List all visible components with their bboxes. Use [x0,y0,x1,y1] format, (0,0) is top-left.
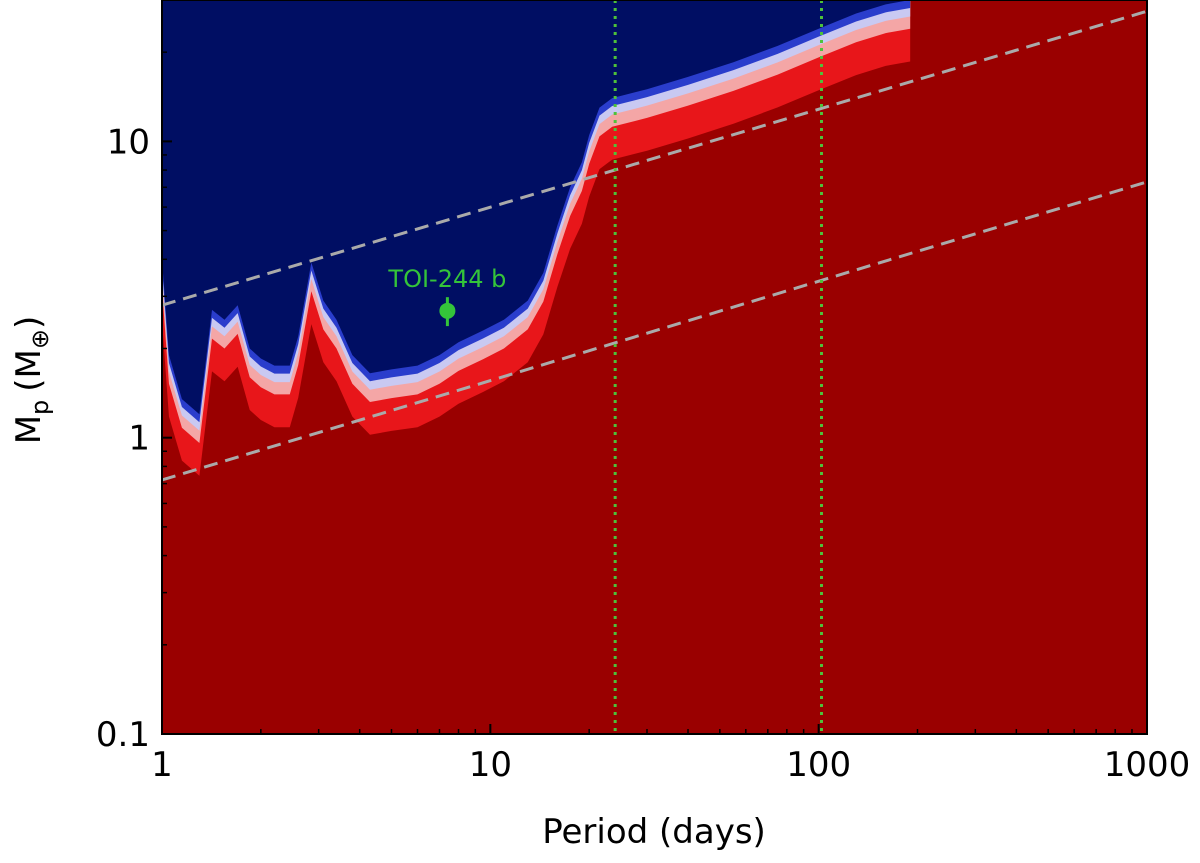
mass-period-dashed-lines [162,9,1147,482]
vertical-dotted-lines [613,0,823,734]
dashed-line-2 [162,180,1147,482]
x-axis-label: Period (days) [542,812,766,852]
x-tick-label-3: 100 [786,745,851,785]
y-axis-label: Mp(M⊕) [9,316,54,445]
plot-frame [161,0,1148,735]
y-tick-label-3: 10 [107,122,150,162]
x-axis-ticks: 1 10 100 1000 [151,724,1190,785]
y-tick-label-1: 0.1 [96,715,150,755]
planet-marker-group: TOI-244 b [387,265,506,327]
planet-label: TOI-244 b [387,265,506,293]
x-tick-label-1: 1 [151,745,173,785]
detected-region [162,0,911,415]
plot-area: TOI-244 b [162,0,1147,734]
y-tick-label-2: 1 [128,419,150,459]
x-tick-label-4: 1000 [1104,745,1191,785]
x-tick-label-2: 10 [469,745,512,785]
planet-point [439,302,456,319]
y-axis-ticks: 0.1 1 10 [96,0,172,755]
dashed-line-1 [162,9,1147,307]
